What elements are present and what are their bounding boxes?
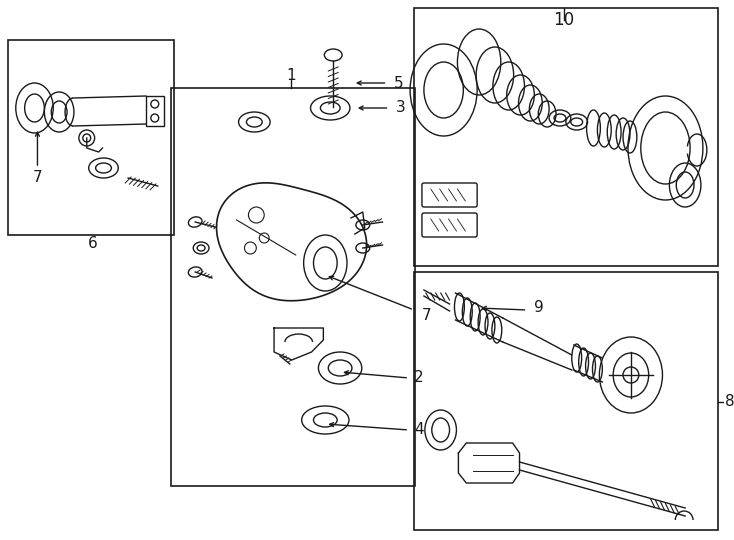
Bar — [414, 8, 718, 266]
Text: 7: 7 — [422, 308, 432, 323]
Bar — [8, 40, 173, 235]
Text: 9: 9 — [534, 300, 544, 314]
Text: 8: 8 — [724, 395, 734, 409]
Text: 7: 7 — [32, 171, 43, 186]
Text: 3: 3 — [396, 100, 405, 116]
Bar — [146, 96, 164, 126]
Text: 4: 4 — [414, 422, 424, 437]
Text: 2: 2 — [414, 370, 424, 386]
Text: 6: 6 — [88, 235, 98, 251]
Text: 10: 10 — [553, 11, 575, 29]
Bar — [414, 272, 718, 530]
Text: 1: 1 — [286, 69, 296, 84]
Text: 5: 5 — [394, 76, 404, 91]
Bar — [170, 88, 415, 486]
